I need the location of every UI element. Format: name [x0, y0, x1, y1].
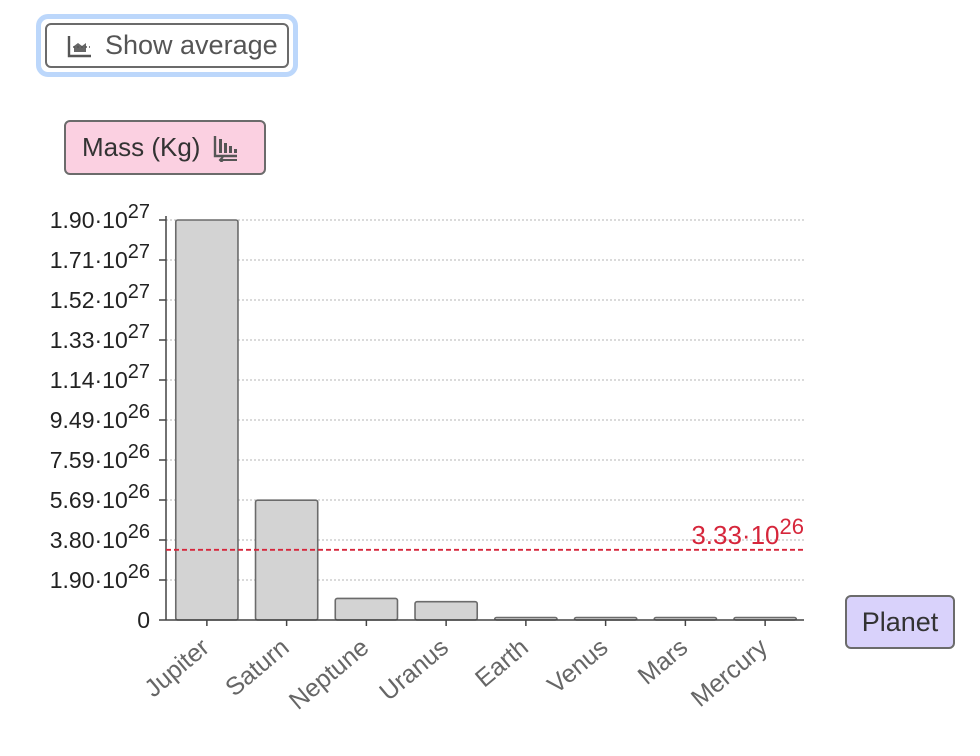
- sort-descending-icon[interactable]: [212, 134, 240, 162]
- x-tick-label: Uranus: [374, 633, 454, 706]
- x-axis-label: Planet: [861, 606, 939, 637]
- y-axis-label: Mass (Kg): [82, 132, 201, 162]
- y-tick-label: 1.33·1027: [50, 321, 150, 353]
- bar-jupiter: [174, 219, 239, 621]
- y-tick-label: 3.80·1026: [50, 521, 150, 553]
- x-axis-selector[interactable]: Planet: [845, 595, 955, 649]
- x-tick-label: Jupiter: [139, 633, 214, 703]
- y-tick-label: 1.52·1027: [50, 281, 150, 313]
- show-average-button[interactable]: Show average: [36, 14, 298, 77]
- y-tick-label: 7.59·1026: [50, 441, 150, 473]
- x-tick-label: Earth: [470, 633, 534, 693]
- x-tick-label: Mars: [633, 633, 694, 690]
- y-tick-label: 5.69·1026: [50, 481, 150, 513]
- y-tick-label: 1.14·1027: [50, 361, 150, 393]
- bar-neptune: [334, 597, 399, 621]
- show-average-button-inner: Show average: [45, 23, 289, 68]
- y-tick-label: 1.71·1027: [50, 241, 150, 273]
- y-tick-label: 9.49·1026: [50, 401, 150, 433]
- y-axis-selector[interactable]: Mass (Kg): [64, 120, 266, 175]
- y-tick-label: 1.90·1026: [50, 561, 150, 593]
- chart-average-icon: [67, 35, 91, 57]
- x-tick-label: Saturn: [220, 633, 294, 702]
- x-tick-label: Neptune: [284, 633, 374, 715]
- x-tick-label: Mercury: [686, 633, 774, 713]
- y-tick-label: 0: [137, 607, 150, 633]
- bar-saturn: [254, 499, 319, 621]
- x-tick-label: Venus: [542, 633, 613, 699]
- bar-uranus: [414, 600, 479, 621]
- y-tick-label: 1.90·1027: [50, 201, 150, 233]
- average-label: 3.33·1026: [691, 514, 804, 550]
- show-average-label: Show average: [105, 30, 278, 60]
